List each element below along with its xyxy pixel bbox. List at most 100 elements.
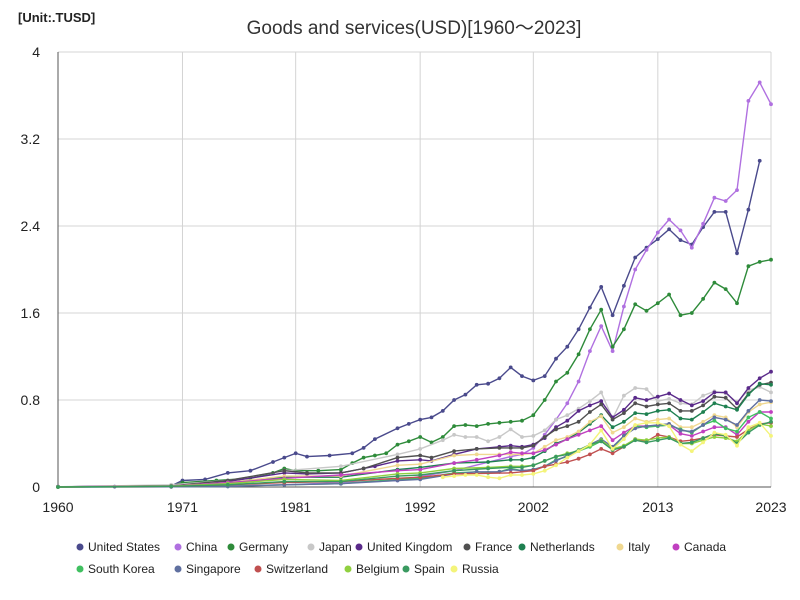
legend-label: Russia: [462, 562, 499, 576]
data-point: [531, 472, 536, 476]
legend-label: Netherlands: [530, 540, 595, 554]
data-point: [746, 99, 751, 103]
data-point: [497, 476, 502, 481]
data-point: [644, 420, 649, 425]
data-point: [735, 435, 739, 439]
x-tick-label: 2002: [518, 499, 549, 515]
data-point: [723, 395, 728, 400]
data-point: [497, 420, 502, 425]
series-line: [57, 259, 772, 488]
data-point: [667, 391, 671, 396]
legend-swatch: [344, 565, 352, 573]
data-point: [339, 479, 343, 484]
data-point: [440, 438, 445, 443]
legend-swatch: [463, 543, 471, 551]
data-point: [735, 401, 739, 406]
data-point: [757, 420, 762, 425]
data-point: [474, 382, 479, 387]
data-point: [610, 349, 615, 353]
data-point: [622, 425, 626, 430]
data-point: [440, 475, 445, 480]
data-point: [508, 365, 513, 370]
grid-layer: [57, 51, 772, 488]
data-point: [282, 455, 287, 460]
data-point: [678, 398, 683, 402]
data-point: [531, 455, 536, 460]
data-point: [689, 449, 694, 453]
legend-item: South Korea: [76, 562, 155, 576]
data-point: [644, 248, 649, 252]
data-point: [610, 447, 615, 451]
data-point: [395, 442, 400, 447]
data-point: [622, 304, 626, 309]
data-point: [689, 409, 694, 413]
data-point: [418, 462, 423, 467]
data-point: [565, 452, 570, 457]
data-point: [531, 378, 536, 383]
data-point: [735, 301, 739, 306]
legend-swatch: [402, 565, 410, 573]
data-point: [508, 446, 513, 450]
data-point: [395, 426, 400, 431]
data-point: [757, 398, 762, 402]
data-point: [576, 429, 581, 434]
legend-item: Belgium: [344, 562, 399, 576]
data-point: [576, 432, 581, 437]
data-point: [655, 432, 660, 437]
data-point: [746, 415, 751, 420]
data-point: [452, 474, 456, 478]
data-point: [554, 438, 558, 443]
data-point: [655, 399, 660, 403]
data-point: [531, 413, 536, 418]
data-point: [452, 453, 456, 458]
data-point: [203, 477, 208, 482]
data-point: [339, 464, 343, 469]
data-point: [520, 473, 524, 477]
data-point: [633, 395, 638, 400]
data-point: [508, 419, 513, 424]
data-point: [633, 267, 638, 272]
data-point: [667, 401, 671, 406]
data-point: [712, 435, 717, 439]
legend-label: China: [186, 540, 218, 554]
legend-item: United Kingdom: [355, 540, 452, 554]
data-point: [723, 432, 728, 437]
data-point: [531, 468, 536, 473]
data-point: [644, 424, 649, 428]
data-point: [655, 230, 660, 235]
data-point: [678, 428, 683, 433]
data-point: [599, 324, 604, 328]
y-tick-label: 0.8: [21, 392, 41, 408]
data-point: [531, 463, 536, 468]
data-point: [757, 260, 762, 264]
data-point: [565, 460, 570, 464]
data-point: [565, 437, 570, 441]
legend-item: Switzerland: [254, 562, 328, 576]
data-point: [757, 410, 762, 414]
data-point: [746, 264, 751, 269]
data-point: [452, 398, 456, 402]
data-point: [474, 424, 479, 428]
data-point: [395, 474, 400, 478]
data-point: [508, 450, 513, 455]
legend-item: China: [174, 540, 218, 554]
data-point: [327, 453, 332, 458]
series-russia: [440, 420, 773, 481]
data-point: [701, 429, 705, 434]
legend-swatch: [174, 565, 182, 573]
data-point: [712, 280, 717, 285]
legend-item: Germany: [227, 540, 288, 554]
legend-swatch: [355, 543, 363, 551]
data-point: [622, 327, 626, 332]
data-point: [712, 401, 717, 406]
data-point: [655, 409, 660, 413]
data-point: [757, 402, 762, 407]
data-point: [520, 418, 524, 423]
data-point: [667, 407, 671, 412]
data-point: [701, 436, 705, 440]
data-point: [429, 440, 434, 445]
data-point: [565, 344, 570, 349]
data-point: [655, 237, 660, 242]
data-point: [655, 417, 660, 422]
